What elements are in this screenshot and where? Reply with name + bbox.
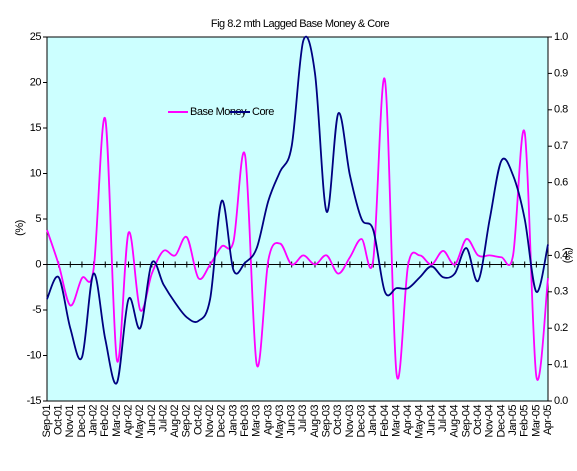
x-tick-label: Oct-01 — [53, 405, 65, 435]
x-tick-label: Dec-03 — [355, 405, 367, 438]
y2-tick-label: 0.6 — [554, 177, 568, 189]
x-tick-label: Mar-02 — [111, 405, 123, 437]
x-tick-label: Aug-04 — [449, 405, 461, 438]
y-tick-label: -5 — [32, 304, 41, 316]
legend-label: Core — [252, 106, 274, 118]
x-tick-label: Dec-01 — [76, 405, 88, 438]
x-tick-label: May-04 — [414, 405, 426, 439]
y2-tick-label: 0.9 — [554, 67, 568, 79]
x-tick-label: Apr-02 — [122, 405, 134, 435]
x-tick-label: Feb-04 — [379, 405, 391, 437]
x-tick-label: Oct-03 — [332, 405, 344, 435]
y2-tick-label: 0.3 — [554, 286, 568, 298]
y-tick-label: 15 — [30, 122, 42, 134]
x-tick-label: Jan-03 — [227, 405, 239, 436]
x-tick-label: Jan-05 — [507, 405, 519, 436]
y2-tick-label: 0.5 — [554, 213, 568, 225]
x-tick-label: Feb-03 — [239, 405, 251, 437]
y-axis-label: (%) — [14, 220, 26, 236]
y-tick-label: 20 — [30, 76, 42, 88]
x-tick-label: Sep-02 — [181, 405, 193, 438]
x-tick-label: May-03 — [274, 405, 286, 439]
y-tick-label: -10 — [27, 349, 42, 361]
x-tick-label: Oct-04 — [472, 405, 484, 435]
x-tick-label: Apr-03 — [262, 405, 274, 435]
x-tick-label: Jun-03 — [286, 405, 298, 436]
x-tick-label: Mar-04 — [390, 405, 402, 437]
legend-label: Base Money — [190, 106, 247, 118]
x-tick-label: Nov-02 — [204, 405, 216, 438]
chart-title: Fig 8.2 mth Lagged Base Money & Core — [211, 18, 390, 30]
y-tick-label: 25 — [30, 31, 42, 43]
x-tick-label: Sep-01 — [41, 405, 53, 438]
x-tick-label: Nov-01 — [64, 405, 76, 438]
x-tick-label: Dec-04 — [495, 405, 507, 438]
x-tick-label: Feb-02 — [99, 405, 111, 437]
y2-tick-label: 0.8 — [554, 104, 568, 116]
x-tick-label: Nov-03 — [344, 405, 356, 438]
x-tick-label: Jun-02 — [146, 405, 158, 436]
x-tick-label: Jun-04 — [425, 405, 437, 436]
x-tick-label: Jan-02 — [88, 405, 100, 436]
x-tick-label: Sep-03 — [321, 405, 333, 438]
x-tick-label: Jul-02 — [157, 405, 169, 432]
y2-tick-label: 0.4 — [554, 249, 568, 261]
y-tick-label: 5 — [35, 213, 41, 225]
x-tick-label: Apr-05 — [542, 405, 554, 435]
y-tick-label: -15 — [27, 395, 42, 407]
x-tick-label: Jul-04 — [437, 405, 449, 432]
x-tick-label: Feb-05 — [519, 405, 531, 437]
x-tick-label: Aug-02 — [169, 405, 181, 438]
x-tick-label: Mar-05 — [530, 405, 542, 437]
y2-tick-label: 1.0 — [554, 31, 568, 43]
x-tick-label: Mar-03 — [251, 405, 263, 437]
x-tick-label: Apr-04 — [402, 405, 414, 435]
y2-tick-label: 0.1 — [554, 359, 568, 371]
x-tick-label: Dec-02 — [216, 405, 228, 438]
x-tick-label: Jan-04 — [367, 405, 379, 436]
x-tick-label: Jul-03 — [297, 405, 309, 432]
x-tick-label: Oct-02 — [192, 405, 204, 435]
x-tick-label: Nov-04 — [484, 405, 496, 438]
x-tick-label: May-02 — [134, 405, 146, 439]
y-tick-label: 10 — [30, 167, 42, 179]
x-tick-label: Aug-03 — [309, 405, 321, 438]
x-tick-label: Sep-04 — [460, 405, 472, 438]
y2-tick-label: 0.0 — [554, 395, 568, 407]
y2-tick-label: 0.7 — [554, 140, 568, 152]
series-line — [46, 35, 549, 385]
y2-tick-label: 0.2 — [554, 322, 568, 334]
series-line — [46, 77, 549, 381]
y-tick-label: 0 — [35, 258, 41, 270]
y2-axis-label: (%) — [562, 247, 574, 263]
